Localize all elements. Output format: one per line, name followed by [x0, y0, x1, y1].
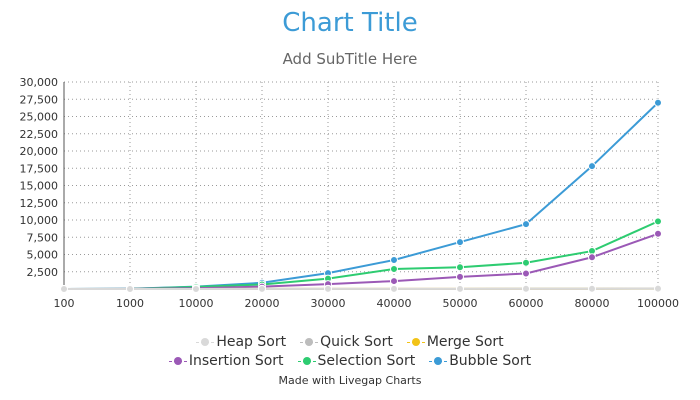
x-tick-label: 20000: [245, 297, 280, 310]
data-point: [192, 284, 200, 293]
data-point: [522, 284, 530, 293]
data-point: [390, 277, 398, 286]
legend-label: Insertion Sort: [188, 352, 284, 369]
data-point: [126, 285, 134, 293]
legend-label: Heap Sort: [216, 333, 287, 350]
legend-marker-icon: [429, 356, 448, 366]
data-point: [654, 217, 662, 226]
data-point: [654, 229, 662, 238]
data-point: [324, 284, 332, 293]
y-tick-label: 30,000: [20, 76, 59, 89]
y-tick-label: 20,000: [20, 145, 59, 158]
legend-label: Merge Sort: [426, 333, 504, 350]
legend-item[interactable]: Merge Sort: [406, 333, 504, 350]
y-tick-label: 17,500: [20, 162, 59, 175]
data-point: [456, 284, 464, 293]
data-point: [60, 285, 68, 293]
data-point: [258, 284, 266, 293]
data-point: [456, 272, 464, 281]
legend-label: Quick Sort: [320, 333, 393, 350]
series-line: [63, 101, 659, 290]
data-point: [588, 253, 596, 262]
x-tick-label: 40000: [377, 297, 412, 310]
legend-item[interactable]: Quick Sort: [300, 334, 393, 350]
legend-label: Selection Sort: [317, 352, 416, 369]
chart-title: Chart Title: [282, 8, 418, 38]
legend-item[interactable]: Insertion Sort: [168, 352, 284, 369]
data-point: [654, 98, 662, 107]
data-point: [522, 258, 530, 267]
chart-subtitle: Add SubTitle Here: [282, 50, 418, 68]
data-point: [522, 220, 530, 229]
x-tick-label: 60000: [509, 297, 544, 310]
x-tick-label: 100: [54, 297, 75, 310]
legend-item[interactable]: Selection Sort: [297, 352, 416, 369]
chart-legend: Heap Sort Quick Sort Merge Sort Insertion …: [150, 332, 550, 370]
legend-label: Bubble Sort: [449, 352, 532, 369]
data-point: [456, 263, 464, 272]
x-tick-label: 10000: [179, 297, 214, 310]
y-tick-label: 12,500: [20, 197, 59, 210]
x-tick-label: 50000: [443, 297, 478, 310]
y-tick-label: 25,000: [20, 111, 59, 124]
legend-marker-icon: [300, 337, 319, 347]
data-point: [390, 284, 398, 293]
legend-row: Insertion Sort Selection Sort Bubble Sort: [150, 351, 550, 370]
data-point: [522, 269, 530, 278]
y-tick-label: 15,000: [20, 180, 59, 193]
y-tick-label: 27,500: [20, 93, 59, 106]
data-point: [390, 264, 398, 273]
series-line: [63, 220, 659, 290]
legend-item[interactable]: Heap Sort: [196, 334, 286, 350]
legend-marker-icon: [406, 337, 425, 347]
x-tick-label: 100000: [637, 297, 679, 310]
x-tick-label: 80000: [575, 297, 610, 310]
data-point: [654, 284, 662, 293]
legend-marker-icon: [168, 356, 187, 366]
y-tick-label: 5,000: [27, 249, 59, 262]
x-tick-label: 30000: [311, 297, 346, 310]
y-tick-label: 22,500: [20, 128, 59, 141]
data-point: [588, 284, 596, 293]
y-tick-label: 7,500: [27, 231, 59, 244]
legend-marker-icon: [297, 356, 316, 366]
chart-footer: Made with Livegap Charts: [278, 374, 422, 387]
data-point: [456, 238, 464, 247]
legend-row: Heap Sort Quick Sort Merge Sort: [150, 332, 550, 351]
x-tick-label: 1000: [116, 297, 144, 310]
legend-marker-icon: [196, 337, 215, 347]
data-point: [588, 162, 596, 171]
series-line: [63, 232, 659, 290]
data-point: [390, 256, 398, 265]
legend-item[interactable]: Bubble Sort: [429, 353, 531, 369]
y-tick-label: 2,500: [27, 266, 59, 279]
y-tick-label: 10,000: [20, 214, 59, 227]
